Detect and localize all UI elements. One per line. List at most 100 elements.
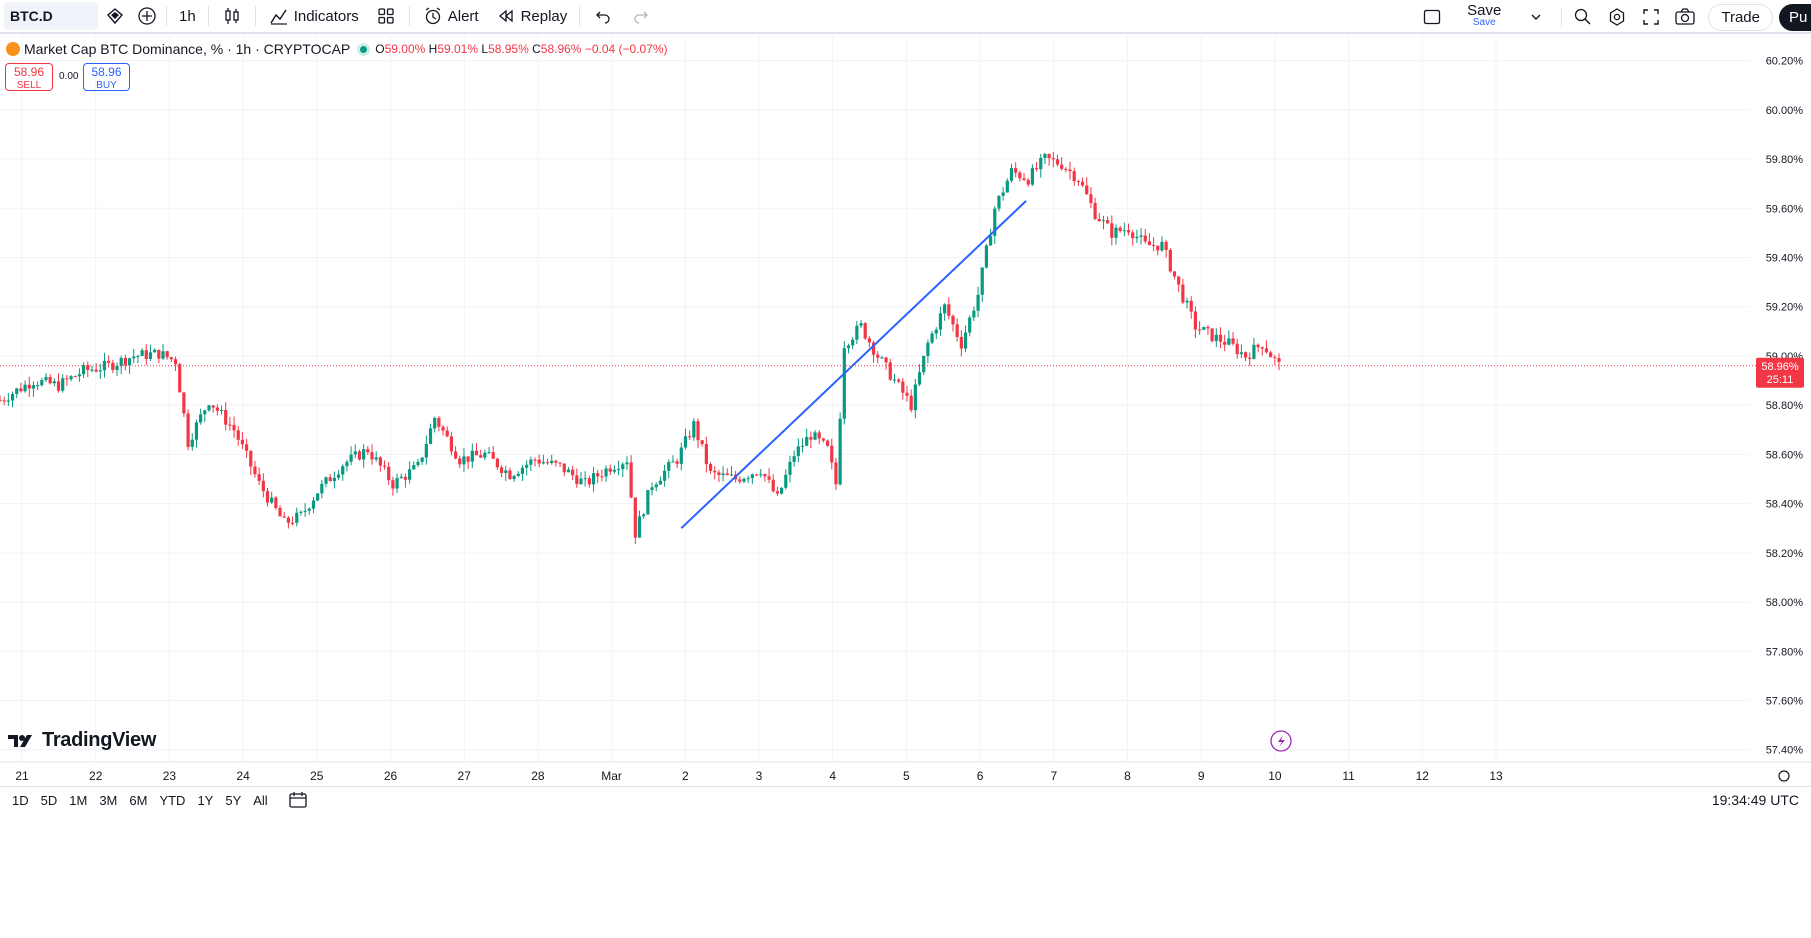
candle-body — [77, 374, 82, 377]
alert-button[interactable]: Alert — [414, 0, 487, 33]
interval-button[interactable]: 1h — [171, 0, 204, 33]
quick-search-icon[interactable] — [1572, 6, 1594, 28]
time-axis-label: 26 — [384, 769, 398, 783]
candle-body — [792, 456, 796, 462]
low-value: 58.95% — [488, 42, 529, 56]
toolbar-divider — [207, 6, 209, 26]
time-axis-label: 3 — [756, 769, 763, 783]
candle-body — [27, 384, 31, 389]
candle-body — [654, 484, 658, 488]
candle-body — [984, 245, 989, 268]
range-button-5y[interactable]: 5Y — [225, 792, 242, 808]
series-title[interactable]: Market Cap BTC Dominance, % · 1h · CRYPT… — [24, 41, 351, 57]
range-button-1y[interactable]: 1Y — [197, 792, 214, 808]
undo-button[interactable] — [584, 0, 622, 33]
publish-label: Pu — [1789, 8, 1808, 26]
range-button-5d[interactable]: 5D — [40, 792, 58, 808]
series-legend: Market Cap BTC Dominance, % · 1h · CRYPT… — [6, 41, 668, 57]
candle-body — [897, 379, 901, 382]
candle-body — [387, 466, 391, 481]
candle-body — [562, 463, 566, 473]
templates-button[interactable] — [367, 0, 405, 33]
candle-body — [219, 409, 224, 411]
bottom-toolbar: 1D 5D 1M 3M 6M YTD 1Y 5Y All 19:34:49 UTC — [0, 786, 1811, 813]
candle-body — [1260, 347, 1264, 349]
candle-body — [403, 476, 408, 480]
range-button-all[interactable]: All — [253, 792, 268, 808]
price-chart[interactable]: 60.20% 60.00% 59.80% 59.60% 59.40% 59.20% 59.0… — [0, 36, 1811, 786]
candle-body — [959, 336, 963, 349]
candle-body — [161, 351, 165, 359]
candle-body — [520, 467, 525, 474]
range-button-1m[interactable]: 1M — [69, 792, 88, 808]
settings-gear-icon[interactable] — [1606, 6, 1628, 28]
candle-body — [199, 414, 203, 423]
candle-body — [554, 460, 558, 463]
candle-body — [1009, 168, 1014, 181]
sell-button[interactable]: 58.96 SELL — [5, 63, 53, 91]
tradingview-logo[interactable]: TradingView — [8, 729, 156, 752]
candle-body — [1181, 284, 1185, 303]
candle-body — [846, 345, 851, 349]
candle-body — [796, 446, 800, 457]
candle-body — [1223, 341, 1227, 345]
camera-icon[interactable] — [1674, 6, 1696, 28]
indicators-button[interactable]: Indicators — [260, 0, 367, 33]
candle-body — [2, 400, 6, 402]
chart-type-button[interactable] — [213, 0, 251, 33]
candle-body — [508, 470, 512, 480]
chevron-down-icon[interactable] — [1525, 6, 1547, 28]
range-button-1d[interactable]: 1D — [12, 792, 29, 808]
compare-symbol-button[interactable] — [98, 0, 132, 33]
candle-body — [228, 424, 232, 426]
range-button-3m[interactable]: 3M — [99, 792, 118, 808]
candle-body — [474, 450, 479, 456]
candle-body — [86, 365, 90, 370]
buy-price: 58.96 — [91, 65, 122, 79]
candle-body — [997, 195, 1001, 209]
candle-body — [31, 385, 36, 389]
replay-button[interactable]: Replay — [487, 0, 576, 33]
candle-body — [767, 476, 771, 480]
toolbar-divider — [254, 6, 256, 26]
candle-body — [1248, 357, 1252, 359]
redo-button[interactable] — [622, 0, 660, 33]
candle-body — [1193, 311, 1198, 330]
buy-button[interactable]: 58.96 BUY — [83, 63, 130, 91]
candle-body — [617, 469, 621, 471]
add-symbol-button[interactable] — [132, 0, 162, 33]
publish-button[interactable]: Pu — [1779, 3, 1811, 31]
candle-body — [704, 443, 708, 465]
candle-body — [320, 483, 324, 494]
date-range-button[interactable] — [288, 791, 308, 809]
indicators-label: Indicators — [293, 7, 359, 25]
range-button-6m[interactable]: 6M — [129, 792, 148, 808]
fullscreen-icon[interactable] — [1640, 6, 1662, 28]
candle-body — [1239, 352, 1243, 355]
candle-body — [775, 491, 780, 494]
candle-body — [94, 369, 98, 372]
candle-body — [458, 458, 462, 465]
last-price-tag — [1756, 357, 1804, 388]
symbol-search[interactable]: BTC.D — [4, 2, 98, 30]
candle-body — [533, 459, 537, 461]
save-button[interactable]: Save Save — [1467, 3, 1501, 29]
trade-button[interactable]: Trade — [1708, 3, 1773, 31]
price-axis-label: 57.40% — [1766, 745, 1804, 757]
candle-body — [428, 428, 433, 444]
candle-body — [61, 378, 65, 391]
price-axis-label: 60.20% — [1766, 56, 1804, 68]
candle-body — [123, 357, 127, 366]
utc-clock[interactable]: 19:34:49 UTC — [1711, 792, 1799, 808]
layout-square-icon[interactable] — [1421, 6, 1443, 28]
trade-label: Trade — [1721, 8, 1760, 26]
candle-body — [1202, 327, 1206, 330]
candle-body — [988, 235, 993, 246]
candle-body — [48, 377, 52, 384]
candle-body — [637, 516, 642, 538]
trendline — [680, 200, 1027, 529]
candle-body — [830, 445, 834, 463]
candle-body — [1143, 235, 1147, 242]
candle-body — [1235, 343, 1239, 355]
range-button-ytd[interactable]: YTD — [159, 792, 186, 808]
